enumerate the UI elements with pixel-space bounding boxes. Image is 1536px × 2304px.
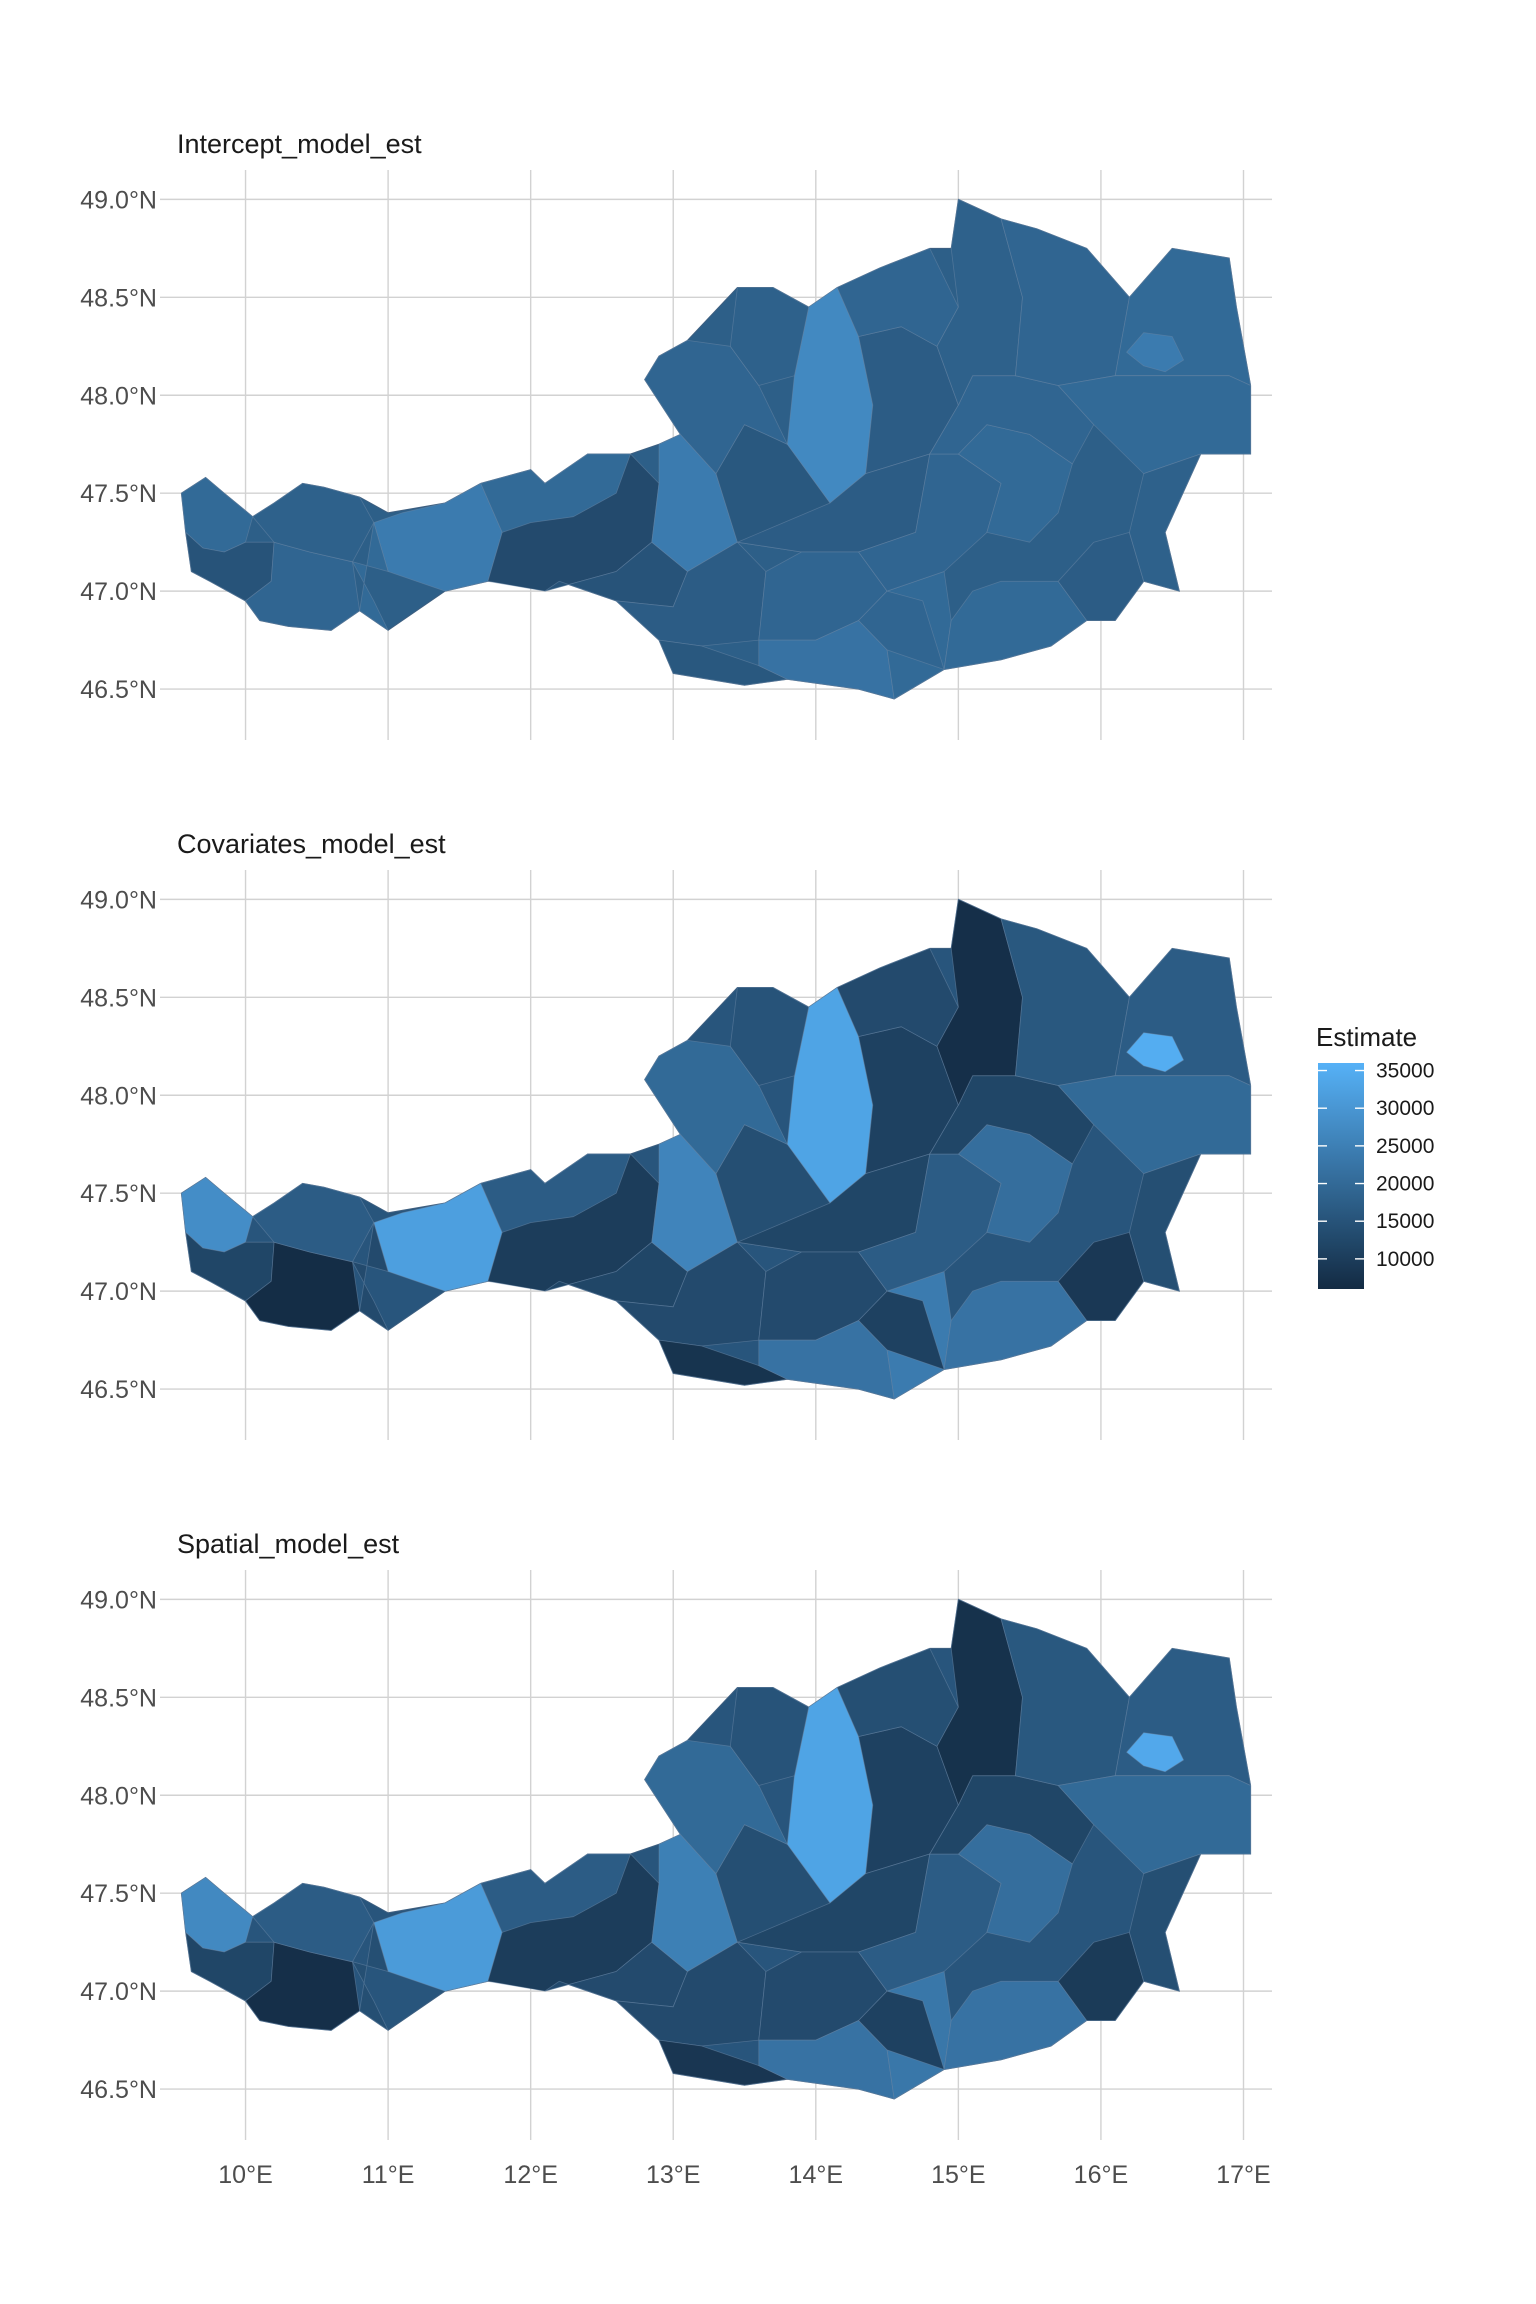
map-panel-1: Intercept_model_est 49.0°N 48.5°N 48.0°N 47.… — [80, 129, 1272, 740]
district-region — [352, 522, 389, 631]
x-tick-label: 15°E — [931, 2161, 985, 2189]
legend: Estimate 35000 30000 25000 20000 15000 10000 — [1316, 1022, 1434, 1289]
y-tick-label: 48.5°N — [80, 1684, 157, 1712]
district-region — [480, 453, 631, 533]
y-tick-label: 47.0°N — [80, 1278, 157, 1306]
x-tick-label: 17°E — [1216, 2161, 1270, 2189]
y-tick-label: 47.5°N — [80, 1180, 157, 1208]
legend-colorbar — [1318, 1063, 1364, 1289]
y-tick-label: 49.0°N — [80, 1586, 157, 1614]
y-tick-label: 47.5°N — [80, 480, 157, 508]
y-tick-label: 48.0°N — [80, 1782, 157, 1810]
legend-label: 10000 — [1376, 1248, 1434, 1271]
district-region — [644, 339, 788, 475]
district-region — [1114, 1648, 1251, 1786]
district-region — [858, 1990, 945, 2070]
district-region — [729, 287, 810, 386]
panel-title: Covariates_model_est — [177, 829, 446, 859]
district-region — [729, 1687, 810, 1786]
district-region — [729, 987, 810, 1086]
y-tick-label: 48.0°N — [80, 1082, 157, 1110]
district-region — [644, 1740, 788, 1874]
district-region — [644, 1040, 788, 1174]
district-region — [1129, 453, 1202, 592]
y-tick-label: 46.5°N — [80, 1376, 157, 1404]
y-tick-label: 46.5°N — [80, 2076, 157, 2104]
y-tick-label: 48.5°N — [80, 984, 157, 1012]
district-region — [1126, 1032, 1184, 1073]
map-panel-3: Spatial_model_est 49.0°N 48.5°N 48.0°N 47.5°… — [80, 1529, 1272, 2189]
district-region — [836, 247, 959, 347]
panel-title: Spatial_model_est — [177, 1529, 400, 1559]
district-region — [858, 1290, 945, 1370]
y-tick-label: 48.0°N — [80, 382, 157, 410]
district-region — [480, 1853, 631, 1933]
x-tick-label: 16°E — [1074, 2161, 1128, 2189]
y-tick-label: 46.5°N — [80, 676, 157, 704]
x-tick-label: 10°E — [218, 2161, 272, 2189]
district-region — [252, 482, 375, 563]
district-region — [252, 1183, 375, 1263]
y-tick-label: 47.5°N — [80, 1880, 157, 1908]
district-region — [1114, 247, 1251, 386]
district-region — [245, 1241, 361, 1331]
legend-label: 15000 — [1376, 1210, 1434, 1233]
district-region — [352, 1222, 389, 1331]
legend-label: 35000 — [1376, 1060, 1434, 1083]
x-tick-label: 13°E — [646, 2161, 700, 2189]
regions — [180, 198, 1251, 700]
district-region — [1129, 1153, 1202, 1292]
legend-title: Estimate — [1316, 1022, 1417, 1052]
map-panel-2: Covariates_model_est 49.0°N 48.5°N 48.0°N 47… — [80, 829, 1272, 1440]
panel-title: Intercept_model_est — [177, 129, 422, 159]
district-region — [1126, 1732, 1184, 1773]
y-tick-label: 47.0°N — [80, 578, 157, 606]
district-region — [245, 541, 361, 631]
district-region — [352, 1922, 389, 2031]
y-tick-label: 48.5°N — [80, 284, 157, 312]
legend-label: 25000 — [1376, 1135, 1434, 1158]
legend-label: 30000 — [1376, 1097, 1434, 1120]
x-tick-label: 14°E — [789, 2161, 843, 2189]
x-tick-label: 11°E — [362, 2161, 415, 2189]
district-region — [836, 948, 959, 1047]
district-region — [1114, 948, 1251, 1086]
y-tick-label: 47.0°N — [80, 1978, 157, 2006]
district-region — [245, 1941, 361, 2031]
district-region — [836, 1648, 959, 1747]
district-region — [480, 1153, 631, 1233]
x-tick-label: 12°E — [503, 2161, 557, 2189]
regions — [180, 899, 1251, 1400]
legend-label: 20000 — [1376, 1173, 1434, 1196]
regions — [180, 1599, 1251, 2100]
district-region — [252, 1883, 375, 1963]
district-region — [1129, 1853, 1202, 1992]
district-region — [1126, 332, 1184, 373]
district-region — [858, 590, 945, 670]
y-tick-label: 49.0°N — [80, 886, 157, 914]
y-tick-label: 49.0°N — [80, 186, 157, 214]
